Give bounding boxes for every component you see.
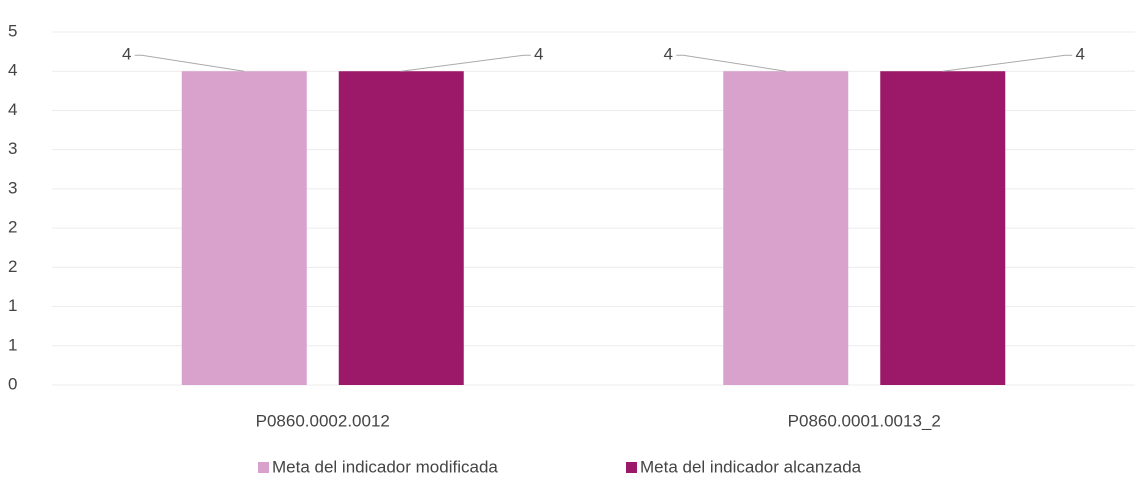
leader-line (401, 54, 531, 72)
data-label: 4 (1076, 45, 1085, 64)
bar (338, 71, 464, 385)
data-label: 4 (664, 45, 673, 64)
y-tick-label: 0 (8, 374, 17, 393)
bar (181, 71, 307, 385)
legend-label: Meta del indicador alcanzada (640, 457, 862, 476)
y-tick-label: 5 (8, 21, 17, 40)
x-tick-label: P0860.0002.0012 (256, 411, 390, 430)
y-tick-label: 4 (8, 61, 17, 80)
data-label: 4 (122, 45, 131, 64)
legend-swatch (258, 462, 269, 473)
y-tick-label: 2 (8, 257, 17, 276)
y-tick-label: 4 (8, 100, 17, 119)
y-tick-label: 1 (8, 296, 17, 315)
leader-line (134, 54, 245, 72)
leader-line (942, 54, 1073, 72)
bar (880, 71, 1006, 385)
y-tick-label: 2 (8, 218, 17, 237)
y-tick-label: 3 (8, 139, 17, 158)
leader-line (676, 54, 786, 72)
y-tick-label: 3 (8, 178, 17, 197)
legend-label: Meta del indicador modificada (272, 457, 498, 476)
data-label: 4 (534, 45, 543, 64)
bar (723, 71, 849, 385)
legend-swatch (626, 462, 637, 473)
x-tick-label: P0860.0001.0013_2 (788, 411, 941, 430)
y-tick-label: 1 (8, 335, 17, 354)
